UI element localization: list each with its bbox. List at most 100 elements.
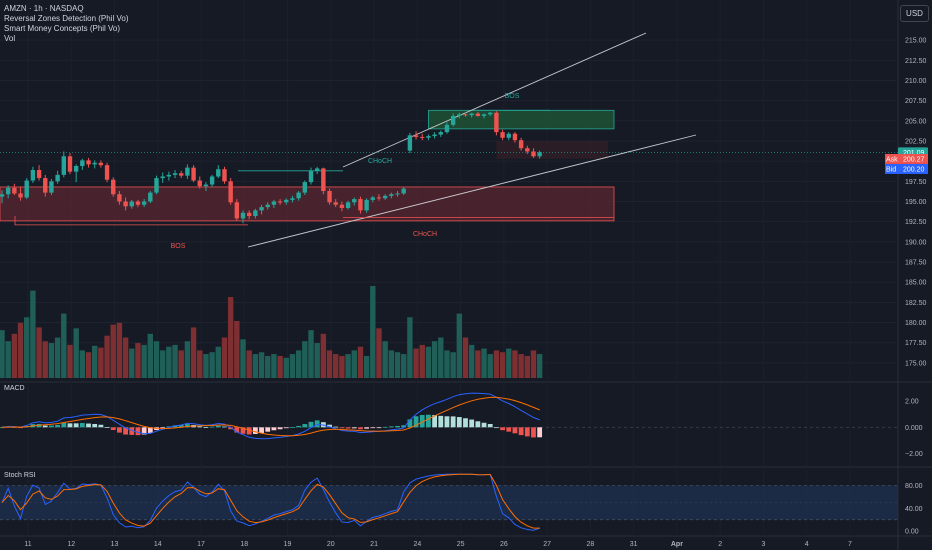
- candle-body[interactable]: [166, 174, 172, 177]
- candle-body[interactable]: [234, 202, 240, 219]
- candle-body[interactable]: [185, 167, 190, 176]
- macd-histogram-bar: [308, 421, 314, 428]
- candle-body[interactable]: [432, 134, 437, 137]
- candle-body[interactable]: [401, 188, 406, 194]
- candle-body[interactable]: [339, 204, 345, 208]
- candle-body[interactable]: [531, 151, 536, 157]
- candle-body[interactable]: [488, 112, 493, 115]
- candle-body[interactable]: [117, 194, 122, 202]
- candle-body[interactable]: [277, 201, 283, 203]
- candle-body[interactable]: [253, 210, 258, 217]
- candle-body[interactable]: [43, 178, 48, 193]
- candle-body[interactable]: [135, 201, 141, 205]
- candle-body[interactable]: [358, 199, 363, 211]
- candle-body[interactable]: [463, 114, 468, 116]
- candle-body[interactable]: [222, 169, 227, 182]
- candle-body[interactable]: [24, 180, 29, 198]
- candle-body[interactable]: [191, 167, 196, 181]
- volume-bar: [271, 354, 277, 378]
- candle-body[interactable]: [203, 184, 209, 187]
- candle-body[interactable]: [382, 195, 388, 199]
- candle-body[interactable]: [240, 212, 246, 219]
- candle-body[interactable]: [352, 199, 357, 203]
- candle-body[interactable]: [481, 114, 487, 116]
- candle-body[interactable]: [141, 201, 147, 205]
- candle-body[interactable]: [228, 181, 233, 203]
- candle-body[interactable]: [30, 170, 36, 181]
- candle-body[interactable]: [259, 207, 264, 211]
- candle-body[interactable]: [160, 176, 165, 179]
- macd-histogram-bar: [327, 424, 332, 428]
- candle-body[interactable]: [271, 201, 277, 205]
- candle-body[interactable]: [55, 174, 60, 182]
- candle-body[interactable]: [494, 112, 499, 133]
- price-tick-label: 187.50: [905, 260, 927, 267]
- candle-body[interactable]: [537, 152, 542, 157]
- candle-body[interactable]: [389, 194, 394, 196]
- candle-body[interactable]: [420, 136, 425, 138]
- candle-body[interactable]: [395, 193, 400, 195]
- candle-body[interactable]: [265, 204, 270, 208]
- time-tick-label: 13: [111, 541, 119, 548]
- candle-body[interactable]: [506, 133, 511, 138]
- candle-body[interactable]: [0, 194, 5, 197]
- candle-body[interactable]: [407, 135, 413, 151]
- candle-body[interactable]: [475, 113, 481, 116]
- time-tick-label: 11: [24, 541, 31, 548]
- candle-body[interactable]: [500, 132, 505, 138]
- candle-body[interactable]: [296, 192, 301, 199]
- volume-bar: [36, 327, 42, 378]
- candle-body[interactable]: [512, 133, 518, 141]
- candle-body[interactable]: [450, 115, 456, 125]
- candle-body[interactable]: [413, 135, 419, 137]
- candle-body[interactable]: [518, 140, 524, 149]
- candle-body[interactable]: [457, 114, 462, 116]
- candle-body[interactable]: [247, 212, 252, 217]
- candle-body[interactable]: [314, 168, 320, 171]
- candle-body[interactable]: [321, 168, 326, 192]
- indicator-reversal-zones[interactable]: Reversal Zones Detection (Phil Vo): [4, 14, 129, 23]
- candle-body[interactable]: [364, 199, 369, 211]
- candle-body[interactable]: [308, 170, 314, 183]
- candle-body[interactable]: [444, 124, 450, 133]
- candle-body[interactable]: [216, 169, 221, 177]
- candle-body[interactable]: [73, 165, 79, 172]
- candle-body[interactable]: [36, 170, 42, 179]
- candle-body[interactable]: [197, 180, 202, 187]
- candle-body[interactable]: [209, 176, 215, 185]
- candle-body[interactable]: [345, 202, 351, 208]
- candle-body[interactable]: [92, 162, 97, 165]
- candle-body[interactable]: [179, 173, 184, 176]
- candle-body[interactable]: [290, 198, 295, 200]
- currency-button[interactable]: USD: [900, 5, 929, 22]
- candle-body[interactable]: [80, 160, 85, 166]
- candle-body[interactable]: [426, 136, 431, 138]
- candle-body[interactable]: [61, 156, 66, 175]
- candle-body[interactable]: [12, 187, 17, 194]
- candle-body[interactable]: [438, 132, 443, 135]
- candle-body[interactable]: [86, 160, 91, 165]
- candle-body[interactable]: [104, 165, 110, 180]
- candle-body[interactable]: [525, 148, 530, 152]
- candle-body[interactable]: [327, 191, 332, 203]
- candle-body[interactable]: [5, 187, 11, 195]
- candle-body[interactable]: [67, 156, 73, 172]
- candle-body[interactable]: [376, 197, 382, 199]
- candle-body[interactable]: [370, 197, 375, 200]
- candle-body[interactable]: [98, 162, 104, 166]
- candle-body[interactable]: [469, 113, 474, 116]
- candle-body[interactable]: [302, 182, 308, 193]
- indicator-smart-money[interactable]: Smart Money Concepts (Phil Vo): [4, 24, 121, 33]
- candle-body[interactable]: [154, 178, 159, 193]
- candle-body[interactable]: [172, 173, 178, 175]
- indicator-volume[interactable]: Vol: [4, 34, 16, 43]
- candle-body[interactable]: [123, 201, 128, 207]
- candle-body[interactable]: [18, 193, 23, 198]
- candle-body[interactable]: [284, 199, 289, 203]
- candle-body[interactable]: [333, 202, 338, 205]
- candle-body[interactable]: [148, 192, 153, 202]
- candle-body[interactable]: [111, 179, 116, 195]
- candle-body[interactable]: [49, 181, 54, 193]
- candle-body[interactable]: [129, 201, 134, 207]
